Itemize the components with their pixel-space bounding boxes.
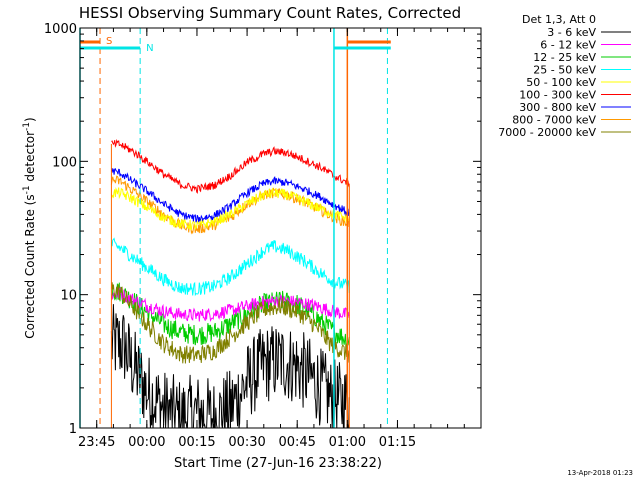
y-tick-label: 1000 (44, 22, 77, 37)
series-line (110, 237, 350, 297)
y-axis-label-end: ) (23, 117, 37, 122)
y-axis-label: Corrected Count Rate (s-1 detector-1) (22, 117, 37, 338)
legend-header: Det 1,3, Att 0 (522, 13, 596, 26)
timestamp: 13-Apr-2018 01:23 (567, 469, 633, 477)
y-axis-label-sup2: -1 (22, 122, 32, 131)
legend-label: 50 - 100 keV (526, 76, 596, 89)
legend-label: 800 - 7000 keV (512, 114, 596, 127)
x-tick-label: 00:00 (128, 435, 165, 450)
annotation-label: S (106, 36, 112, 47)
series-line (110, 187, 350, 231)
series-line (110, 282, 350, 364)
y-axis-label-main: Corrected Count Rate (s (23, 194, 37, 338)
annotation-label: N (146, 43, 153, 54)
x-tick-label: 00:30 (228, 435, 265, 450)
series-layer (110, 138, 350, 429)
legend-label: 100 - 300 keV (519, 89, 596, 102)
y-tick-label: 100 (52, 155, 77, 170)
x-tick-label: 23:45 (78, 435, 115, 450)
legend-label: 300 - 800 keV (519, 101, 596, 114)
y-tick-label: 1 (69, 422, 77, 437)
legend-label: 12 - 25 keV (533, 51, 596, 64)
legend-label: 3 - 6 keV (547, 26, 596, 39)
x-tick-label: 00:15 (178, 435, 215, 450)
y-axis: 1 10 100 1000 (44, 22, 481, 437)
legend-label: 6 - 12 keV (540, 39, 596, 52)
y-axis-label-sup1: -1 (22, 185, 32, 194)
chart-title: HESSI Observing Summary Count Rates, Cor… (79, 4, 461, 22)
series-line (110, 287, 350, 323)
x-tick-label: 00:45 (278, 435, 315, 450)
x-tick-label: 01:15 (379, 435, 416, 450)
y-tick-label: 10 (60, 289, 77, 304)
x-axis-label: Start Time (27-Jun-16 23:38:22) (174, 456, 382, 471)
y-axis-label-mid: detector (23, 131, 37, 186)
series-line (110, 168, 350, 223)
legend-label: 25 - 50 keV (533, 64, 596, 77)
series-line (111, 138, 350, 194)
x-axis: 23:45 00:00 00:15 00:30 00:45 01:00 01:15 (78, 28, 482, 450)
x-tick-label: 01:00 (329, 435, 366, 450)
legend-label: 7000 - 20000 keV (498, 126, 596, 139)
